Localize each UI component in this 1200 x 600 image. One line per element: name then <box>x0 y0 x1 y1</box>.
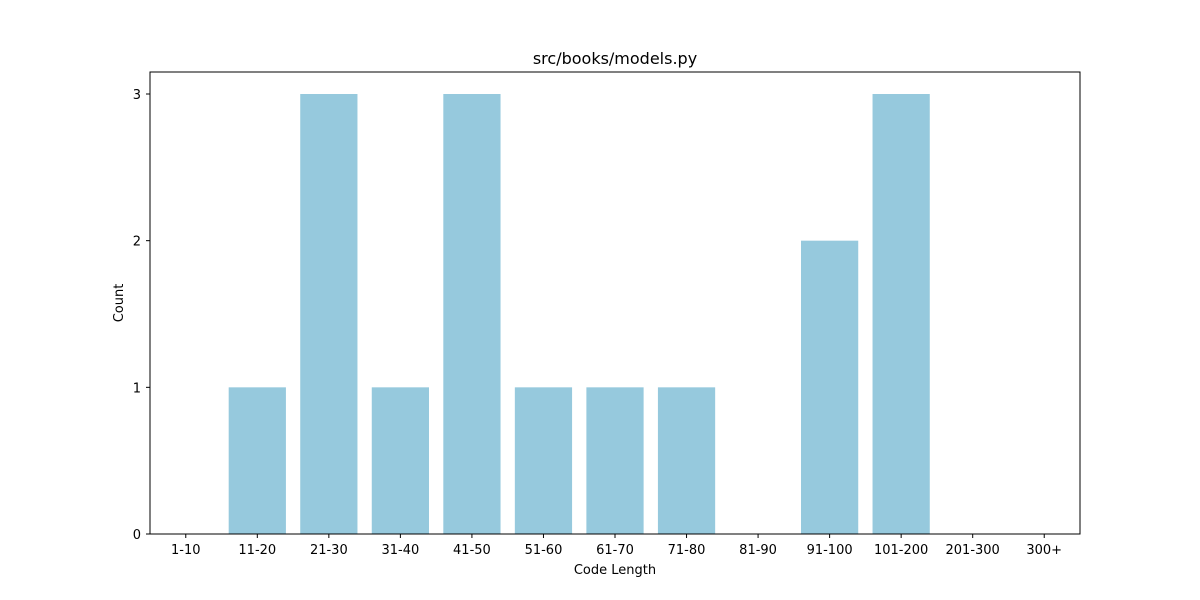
y-tick-label: 3 <box>133 88 141 103</box>
chart-title: src/books/models.py <box>533 49 697 68</box>
x-tick-label: 41-50 <box>453 543 491 558</box>
x-tick-label: 71-80 <box>668 543 706 558</box>
y-axis-label: Count <box>112 284 127 323</box>
bar-41-50 <box>443 94 501 534</box>
x-tick-label: 31-40 <box>381 543 419 558</box>
y-axis: 0 1 2 3 <box>133 88 150 543</box>
bar-21-30 <box>300 94 358 534</box>
bar-51-60 <box>514 387 573 534</box>
x-tick-label: 201-300 <box>946 543 1000 558</box>
bars-group <box>228 94 930 534</box>
x-tick-label: 300+ <box>1026 543 1062 558</box>
x-tick-label: 51-60 <box>525 543 563 558</box>
x-tick-label: 101-200 <box>874 543 928 558</box>
x-tick-label: 91-100 <box>807 543 853 558</box>
bar-11-20 <box>228 387 286 534</box>
x-tick-label: 1-10 <box>171 543 201 558</box>
x-tick-label: 11-20 <box>238 543 276 558</box>
bar-61-70 <box>586 387 644 534</box>
bar-71-80 <box>657 387 716 534</box>
y-tick-label: 2 <box>133 235 141 250</box>
y-tick-label: 1 <box>133 381 141 396</box>
x-tick-label: 81-90 <box>739 543 777 558</box>
y-tick-label: 0 <box>133 528 141 543</box>
bar-31-40 <box>371 387 429 534</box>
bar-91-100 <box>801 240 859 534</box>
bar-101-200 <box>872 94 930 534</box>
x-tick-label: 61-70 <box>596 543 634 558</box>
x-axis: 1-10 11-20 21-30 31-40 41-50 51-60 61-70 71-80 8… <box>171 534 1062 558</box>
x-tick-label: 21-30 <box>310 543 348 558</box>
x-axis-label: Code Length <box>574 563 656 578</box>
